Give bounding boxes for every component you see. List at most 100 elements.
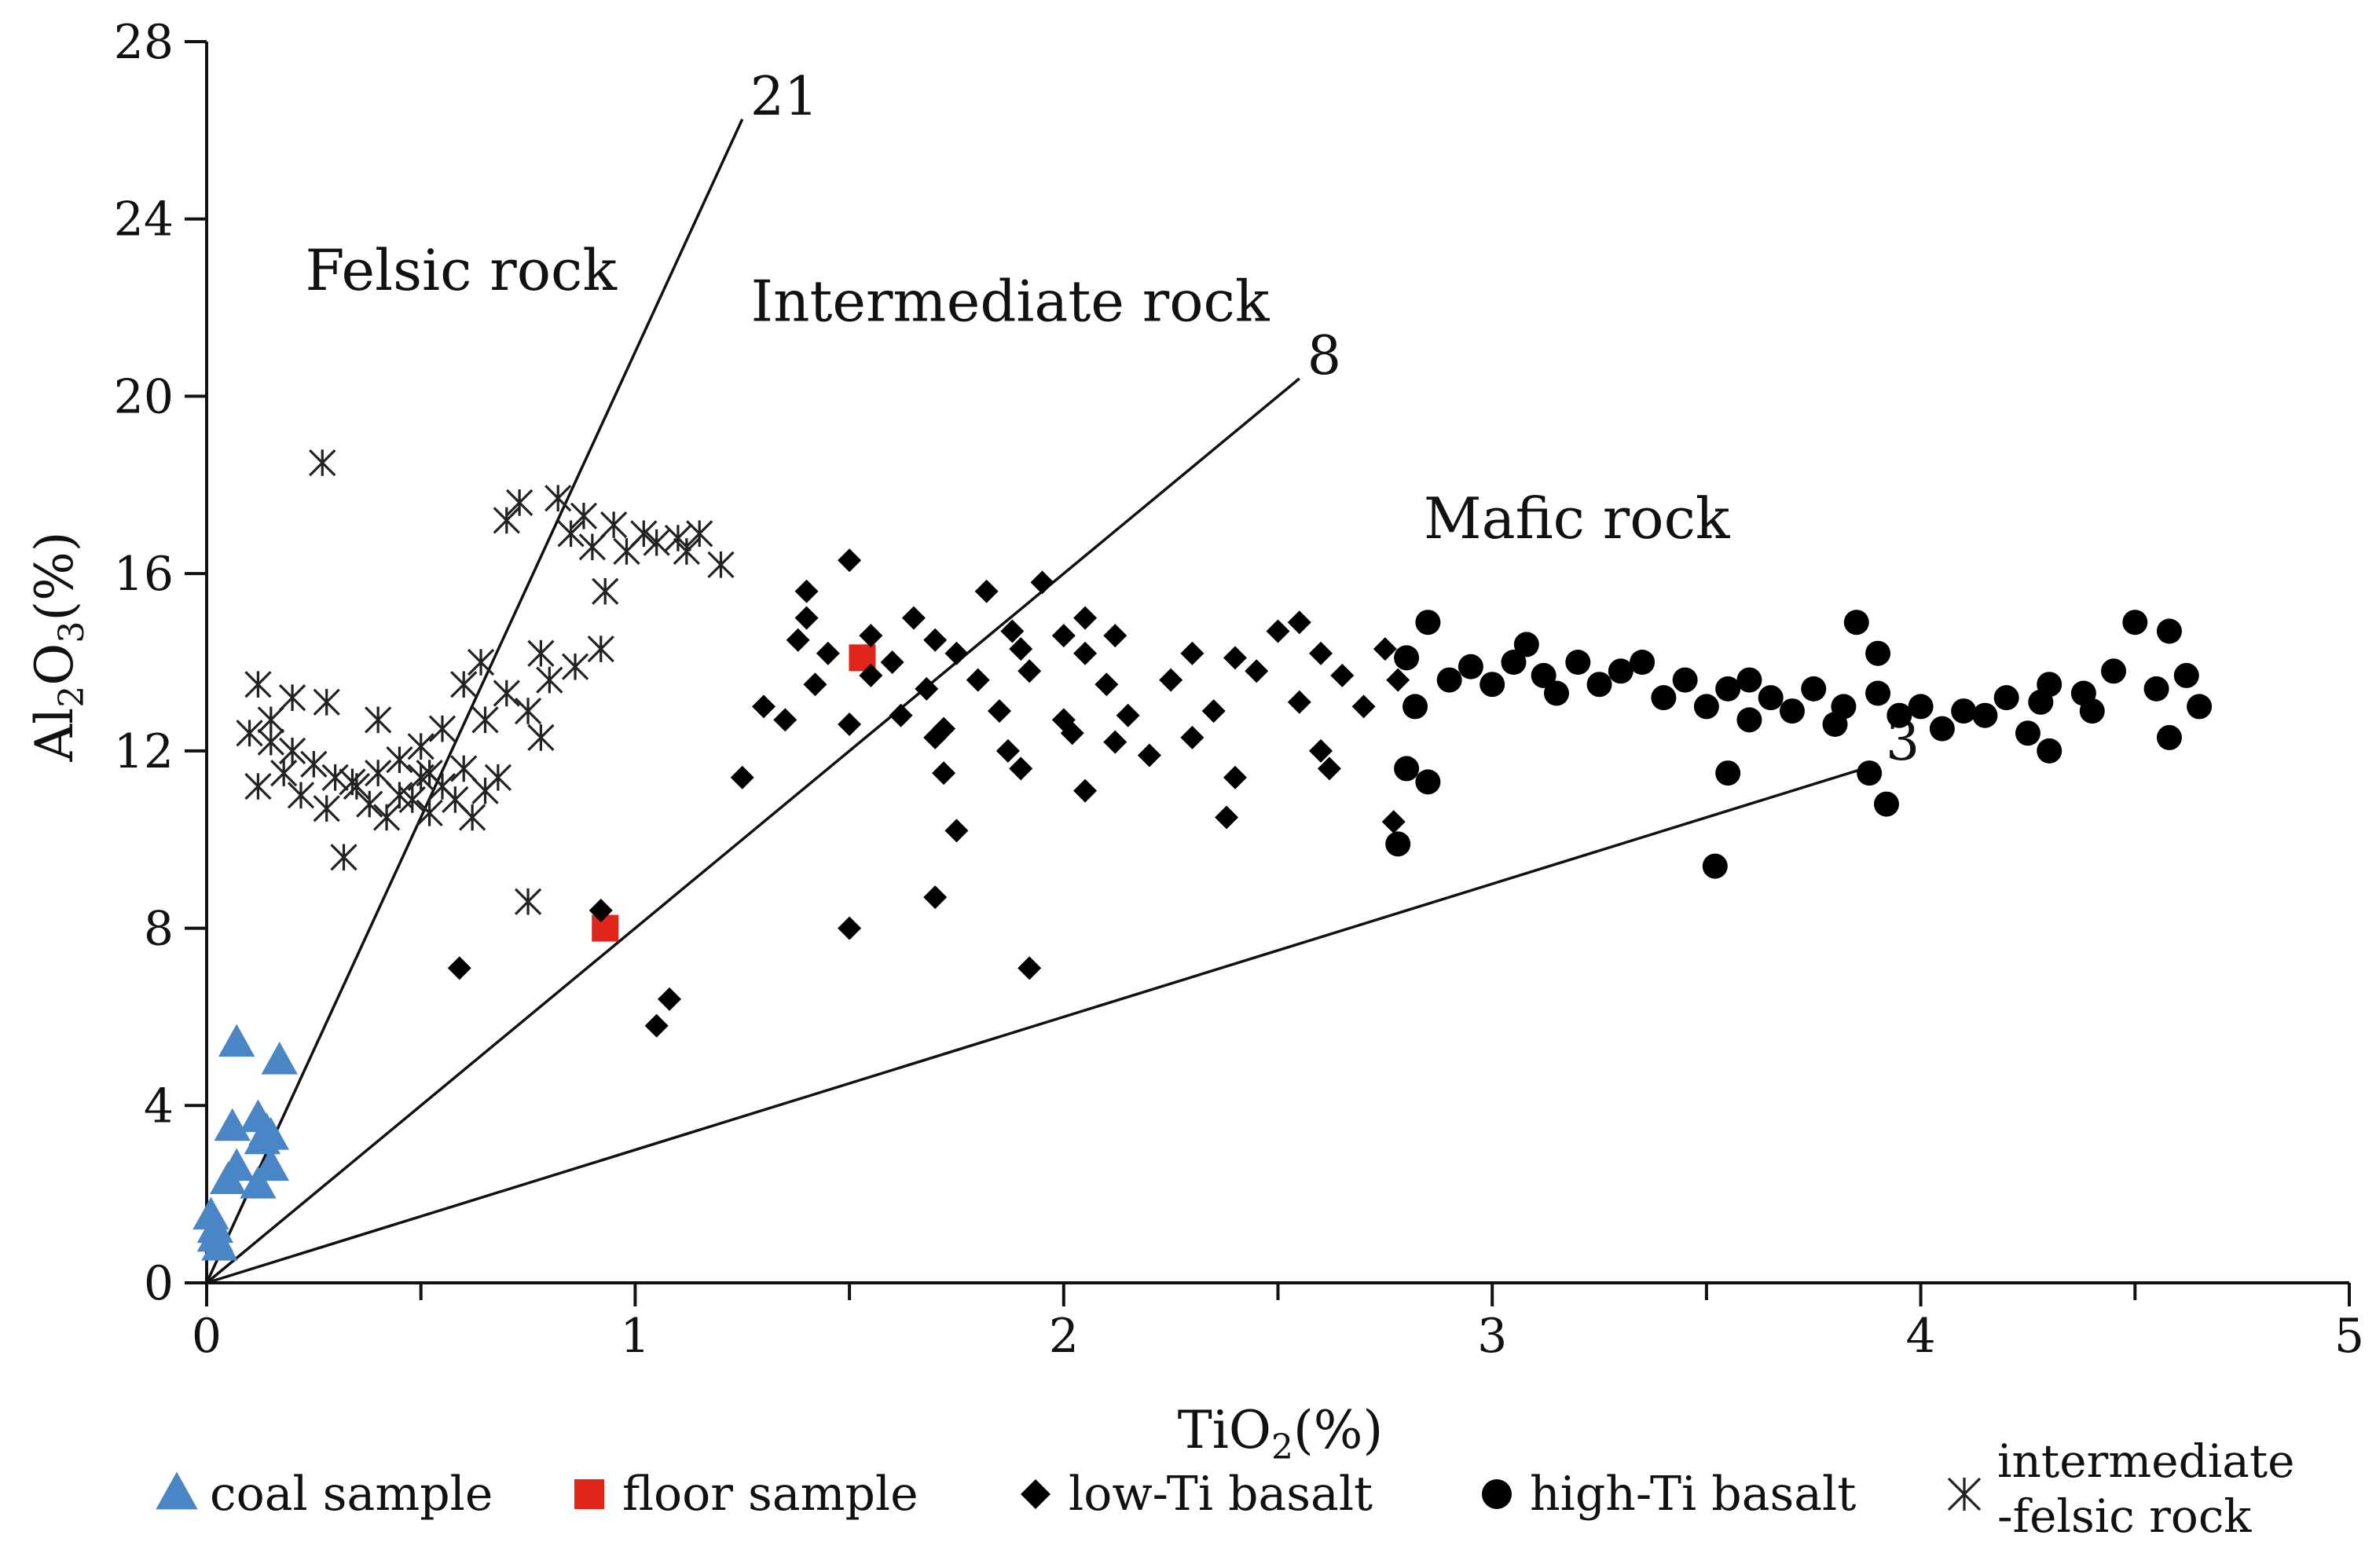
series-2	[447, 548, 1410, 1038]
circle-point	[2015, 720, 2040, 746]
asterisk-point	[428, 715, 456, 742]
circle-point	[1736, 707, 1762, 733]
circle-point	[2143, 676, 2169, 702]
y-axis-title: Al2O3(%)	[24, 531, 92, 762]
asterisk-point	[527, 639, 555, 667]
legend-item: low-Ti basalt	[1021, 1467, 1373, 1522]
asterisk-point	[309, 449, 336, 477]
asterisk-point	[643, 529, 670, 556]
diamond-point	[880, 650, 904, 674]
asterisk-point	[600, 511, 628, 539]
diamond-point	[1073, 606, 1098, 630]
diamond-point	[1103, 624, 1128, 648]
asterisk-point	[467, 648, 495, 676]
diamond-point	[1373, 637, 1397, 661]
circle-point	[1886, 702, 1912, 728]
asterisk-point	[278, 684, 306, 712]
diamond-point	[1000, 619, 1025, 643]
legend-marker-circle	[1482, 1479, 1512, 1509]
circle-point	[1544, 680, 1570, 706]
diamond-point	[1201, 699, 1226, 724]
triangle-point	[244, 1121, 281, 1155]
asterisk-point	[459, 804, 486, 831]
circle-point	[1865, 640, 1891, 666]
legend-label: floor sample	[622, 1467, 918, 1522]
diamond-point	[1245, 659, 1269, 683]
circle-point	[1908, 694, 1934, 720]
circle-point	[1993, 685, 2019, 711]
diamond-point	[889, 703, 913, 727]
legend-label: -felsic rock	[1997, 1489, 2252, 1543]
y-tick-label: 16	[114, 547, 174, 602]
asterisk-point	[365, 759, 392, 787]
circle-point	[1394, 756, 1420, 782]
diamond-point	[447, 956, 471, 980]
asterisk-point	[471, 706, 499, 734]
circle-point	[1843, 610, 1869, 636]
asterisk-point	[578, 533, 606, 561]
x-tick-label: 2	[1049, 1309, 1079, 1364]
diamond-point	[773, 708, 798, 732]
circle-point	[1608, 658, 1634, 684]
circle-point	[2028, 689, 2054, 715]
diamond-point	[944, 641, 969, 665]
legend-item: high-Ti basalt	[1482, 1467, 1856, 1522]
circle-point	[1758, 685, 1784, 711]
circle-point	[1822, 712, 1848, 737]
diamond-point	[658, 987, 682, 1011]
diamond-point	[730, 765, 754, 789]
triangle-point	[240, 1166, 277, 1199]
asterisk-point	[330, 844, 358, 871]
x-tick-label: 5	[2334, 1309, 2364, 1364]
y-tick-label: 24	[114, 192, 174, 247]
asterisk-point	[407, 733, 434, 760]
asterisk-point	[365, 706, 392, 734]
circle-point	[2156, 618, 2182, 644]
legend-item: floor sample	[574, 1467, 918, 1522]
ratio-label-21: 21	[750, 66, 819, 128]
asterisk-point	[244, 772, 272, 800]
chart-labels: Felsic rock Intermediate rock Mafic rock	[305, 237, 1730, 551]
diamond-point	[816, 641, 840, 665]
circle-point	[1929, 716, 1955, 742]
asterisk-point	[527, 724, 555, 752]
diamond-point	[1266, 619, 1290, 643]
diamond-point	[923, 885, 948, 910]
legend-marker-asterisk	[1947, 1477, 1982, 1511]
diamond-point	[1103, 730, 1128, 754]
diamond-point	[1330, 663, 1355, 687]
circle-point	[1873, 791, 1899, 817]
circle-point	[1458, 654, 1483, 680]
circle-point	[1394, 645, 1420, 671]
diamond-point	[944, 819, 969, 843]
asterisk-point	[236, 720, 263, 747]
triangle-point	[201, 1228, 238, 1261]
asterisk-point	[372, 804, 401, 831]
diamond-point	[794, 606, 819, 630]
asterisk-point	[707, 551, 735, 578]
circle-point	[1531, 662, 1556, 688]
diamond-point	[1116, 703, 1140, 727]
diamond-point	[901, 606, 926, 630]
diamond-point	[1351, 694, 1376, 719]
diamond-point	[923, 628, 948, 652]
diamond-point	[1309, 641, 1333, 665]
series-3	[1385, 610, 2213, 879]
asterisk-point	[544, 485, 572, 512]
x-tick-label: 0	[192, 1309, 222, 1364]
diamond-point	[1018, 659, 1042, 683]
asterisk-point	[287, 782, 315, 809]
asterisk-point	[321, 764, 349, 791]
circle-point	[1972, 702, 1998, 728]
diamond-point	[1009, 637, 1033, 661]
ratio-line-21	[205, 119, 744, 1284]
legend-marker-triangle	[156, 1471, 198, 1510]
asterisk-point	[270, 759, 298, 787]
asterisk-point	[493, 680, 520, 707]
circle-point	[1715, 676, 1741, 702]
y-tick-label: 28	[114, 15, 174, 70]
circle-point	[1513, 632, 1539, 658]
circle-point	[1480, 672, 1505, 698]
